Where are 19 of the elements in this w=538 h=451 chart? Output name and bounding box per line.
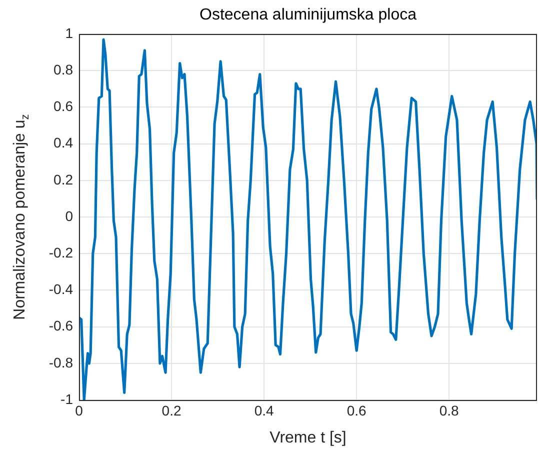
y-axis-title: Normalizovano pomeranje uz	[11, 114, 32, 320]
x-axis-title: Vreme t [s]	[270, 429, 346, 446]
y-tick-label: -0.6	[48, 318, 74, 334]
y-tick-label: 0.8	[54, 61, 74, 78]
y-tick-label: -0.8	[48, 354, 74, 370]
x-tick-label: 0.8	[439, 402, 460, 418]
x-tick-label: 0.6	[346, 402, 367, 418]
y-tick-label: -0.4	[48, 281, 74, 298]
x-tick-label: 0.2	[162, 402, 182, 418]
y-tick-label: 1	[65, 24, 74, 41]
x-tick-label: 0.4	[254, 402, 274, 418]
y-tick-label: -0.2	[48, 244, 74, 260]
chart-title: Ostecena aluminijumska ploca	[200, 6, 417, 24]
y-tick-label: 0.6	[54, 98, 74, 114]
y-tick-label: 0	[65, 208, 74, 224]
y-tick-label: 0.2	[54, 171, 74, 188]
y-tick-label: 0.4	[54, 134, 74, 151]
y-tick-label: -1	[60, 390, 74, 407]
x-tick-label: 0	[75, 402, 84, 418]
